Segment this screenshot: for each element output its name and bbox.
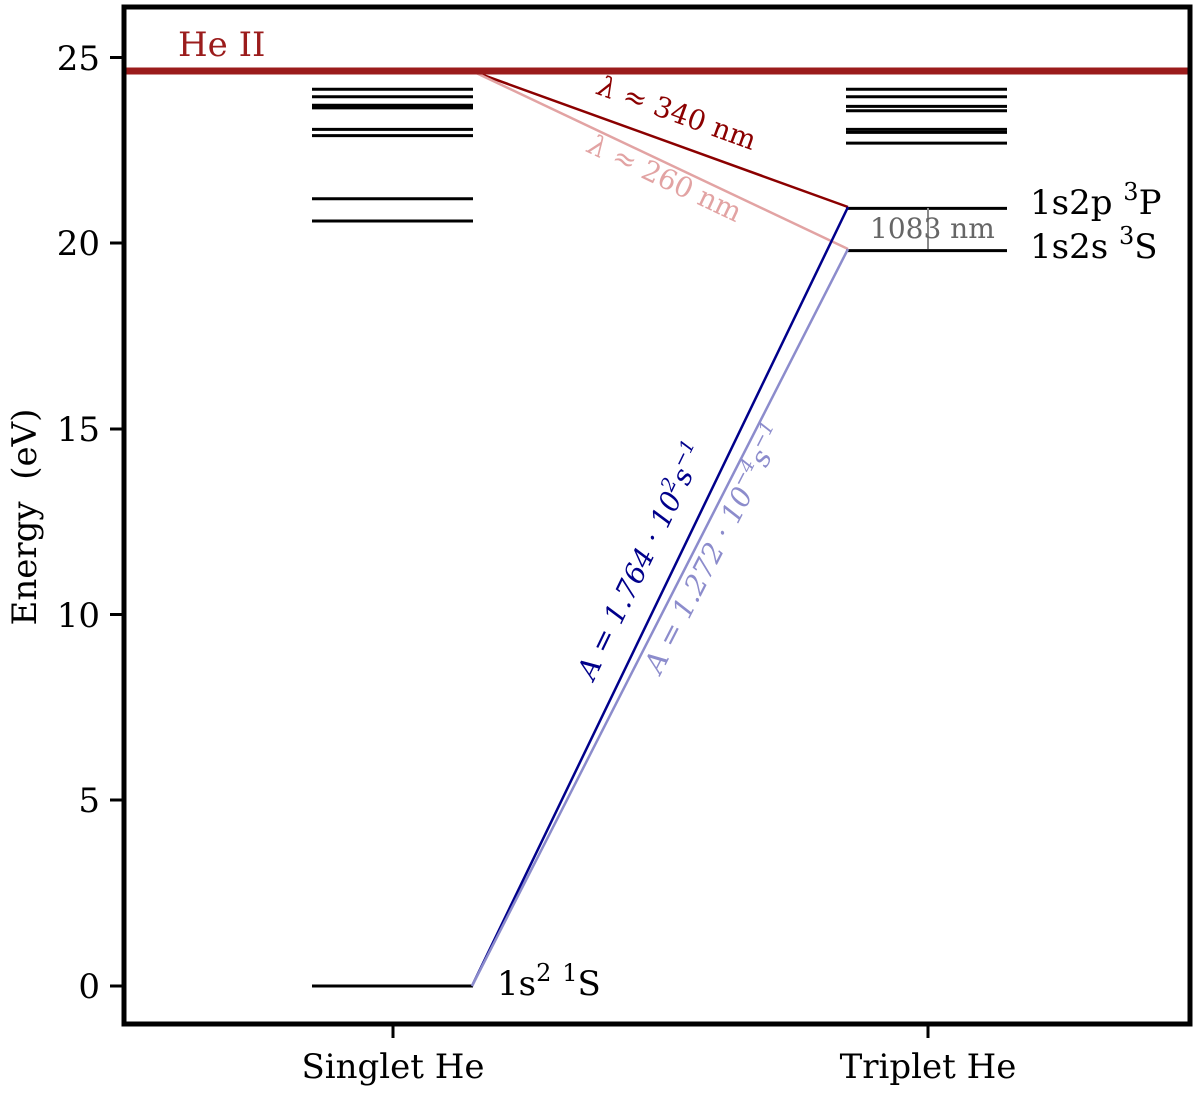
y-axis-title: Energy (eV)	[5, 409, 45, 626]
x-label-singlet: Singlet He	[301, 1047, 484, 1087]
y-tick-label-25: 25	[57, 39, 100, 79]
transitions	[470, 69, 850, 987]
state-label-3S: 1s2s 3S	[1030, 222, 1158, 267]
transition-A-1272	[470, 248, 850, 987]
x-ticks: Singlet He Triplet He	[301, 1024, 1016, 1087]
y-tick-label-0: 0	[78, 967, 100, 1007]
transition-260nm	[471, 69, 849, 251]
triplet-levels	[846, 87, 1007, 253]
y-ticks: 0 5 10 15 20 25	[57, 39, 124, 1007]
y-tick-label-15: 15	[57, 410, 100, 450]
state-label-3P: 1s2p 3P	[1030, 178, 1161, 223]
y-tick-label-10: 10	[57, 596, 100, 636]
y-tick-label-5: 5	[78, 781, 100, 821]
state-label-ground: 1s2 1S	[497, 959, 601, 1004]
x-label-triplet: Triplet He	[840, 1047, 1017, 1087]
line-1083-label: 1083 nm	[870, 212, 995, 245]
transition-A-1764	[470, 206, 850, 987]
singlet-levels	[312, 87, 473, 988]
y-tick-label-20: 20	[57, 224, 100, 264]
line-1083-marker: 1083 nm	[870, 208, 995, 249]
ionization-label: He II	[178, 25, 265, 65]
transition-340nm	[471, 69, 849, 209]
plot-frame	[121, 4, 1193, 1027]
